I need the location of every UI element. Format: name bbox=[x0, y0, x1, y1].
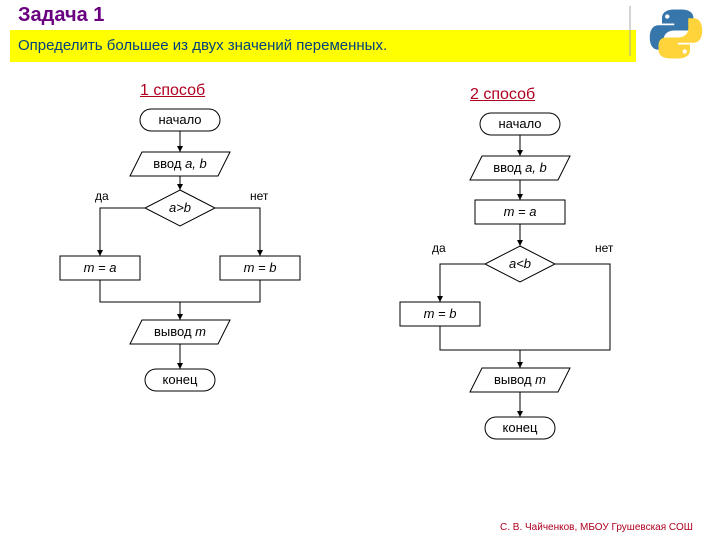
node-text: a>b bbox=[169, 200, 191, 215]
node-text: конец bbox=[163, 372, 198, 387]
node-text: m = a bbox=[504, 204, 537, 219]
node-text: начало bbox=[158, 112, 201, 127]
node-text: вывод m bbox=[154, 324, 206, 339]
node-text: конец bbox=[503, 420, 538, 435]
flow-edge bbox=[440, 326, 520, 350]
edge-label-no_lbl: нет bbox=[595, 241, 614, 255]
flow-edge bbox=[180, 280, 260, 302]
flow-edge bbox=[215, 208, 260, 256]
flow-edge bbox=[100, 208, 145, 256]
method-label-2: 2 способ bbox=[470, 86, 535, 104]
footer-credit: С. В. Чайченков, МБОУ Грушевская СОШ bbox=[500, 522, 693, 533]
node-text: m = b bbox=[424, 306, 457, 321]
node-text: ввод a, b bbox=[493, 160, 547, 175]
node-text: m = a bbox=[84, 260, 117, 275]
node-text: m = b bbox=[244, 260, 277, 275]
flowchart-2: начало ввод a, b m = a a<b да нет m = b вывод m… bbox=[370, 104, 670, 484]
node-text: ввод a, b bbox=[153, 156, 207, 171]
edge-label-yes_lbl: да bbox=[432, 241, 446, 255]
flowchart-1: начало ввод a, b a>b да нет m = a m = b вывод m… bbox=[30, 100, 330, 430]
edge-label-yes_lbl: да bbox=[95, 189, 109, 203]
node-text: a<b bbox=[509, 256, 531, 271]
method-label-1: 1 способ bbox=[140, 82, 205, 100]
flow-edge bbox=[440, 264, 485, 302]
edge-label-no_lbl: нет bbox=[250, 189, 269, 203]
node-text: вывод m bbox=[494, 372, 546, 387]
python-logo-icon bbox=[648, 6, 704, 62]
flow-edge bbox=[100, 280, 180, 302]
divider bbox=[0, 0, 720, 60]
flow-edge bbox=[520, 264, 610, 350]
node-text: начало bbox=[498, 116, 541, 131]
